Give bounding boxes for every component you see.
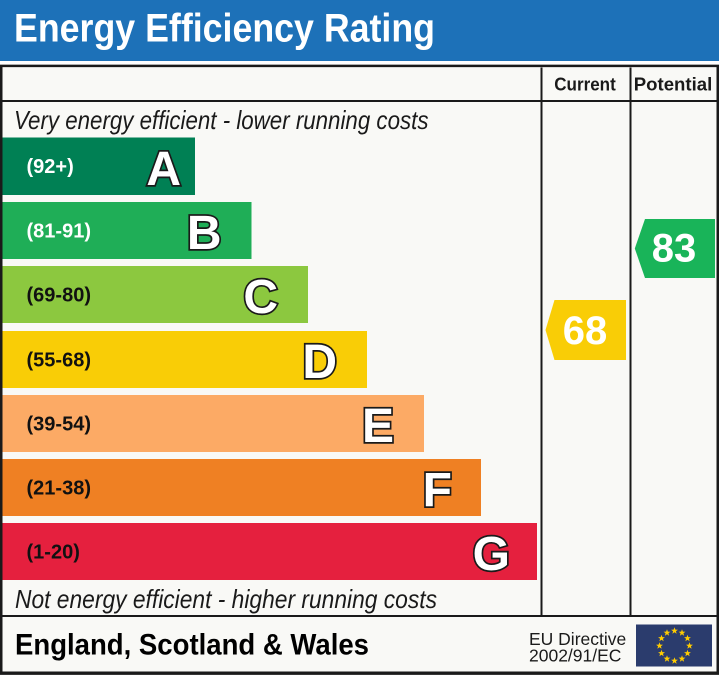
svg-text:(21-38): (21-38) [27, 478, 91, 500]
svg-text:D: D [302, 336, 337, 389]
svg-text:Very energy efficient - lower: Very energy efficient - lower running co… [14, 105, 429, 135]
svg-text:(1-20): (1-20) [27, 542, 80, 564]
svg-text:(55-68): (55-68) [27, 350, 91, 372]
svg-text:F: F [423, 464, 452, 517]
svg-text:England, Scotland & Wales: England, Scotland & Wales [15, 629, 369, 662]
svg-text:Current: Current [554, 75, 616, 95]
svg-text:(81-91): (81-91) [27, 221, 91, 243]
svg-text:(92+): (92+) [27, 156, 74, 178]
svg-text:G: G [473, 528, 510, 581]
svg-text:C: C [243, 271, 278, 324]
svg-text:Not energy efficient - higher: Not energy efficient - higher running co… [15, 584, 437, 614]
svg-text:(39-54): (39-54) [27, 414, 91, 436]
svg-text:A: A [146, 143, 181, 196]
svg-text:Energy Efficiency Rating: Energy Efficiency Rating [14, 7, 435, 51]
svg-text:83: 83 [652, 227, 697, 271]
svg-text:68: 68 [563, 309, 608, 353]
svg-text:(69-80): (69-80) [27, 285, 91, 307]
svg-text:2002/91/EC: 2002/91/EC [529, 646, 621, 666]
svg-text:E: E [362, 400, 394, 453]
svg-text:Potential: Potential [634, 75, 713, 95]
svg-text:EU Directive: EU Directive [529, 629, 626, 649]
svg-text:B: B [187, 207, 222, 260]
